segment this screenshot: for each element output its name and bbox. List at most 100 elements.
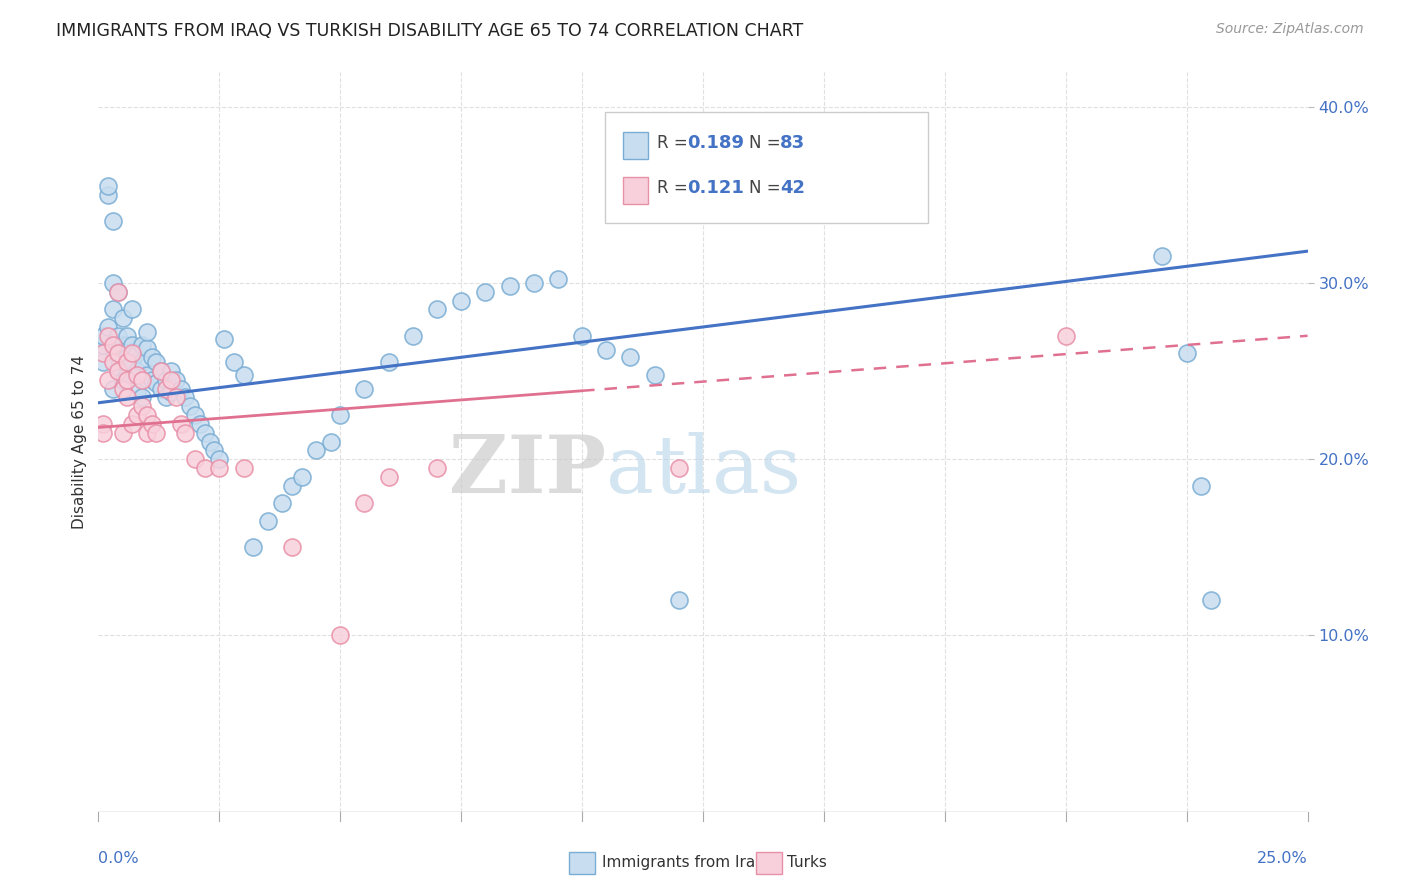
Point <box>232 368 254 382</box>
Point <box>150 382 173 396</box>
Point <box>281 478 304 492</box>
Point <box>174 425 197 440</box>
Y-axis label: Disability Age 65 to 74: Disability Age 65 to 74 <box>72 354 87 529</box>
Point <box>188 417 211 431</box>
Point <box>141 373 163 387</box>
Point <box>402 328 425 343</box>
Point <box>97 320 120 334</box>
Point <box>1175 346 1198 360</box>
Point <box>169 417 191 431</box>
Point <box>111 355 134 369</box>
Point <box>141 350 163 364</box>
Point <box>111 311 134 326</box>
Point <box>127 346 149 360</box>
Point <box>353 382 375 396</box>
Point <box>91 425 114 440</box>
Point <box>107 364 129 378</box>
Point <box>117 368 139 382</box>
Point <box>377 355 399 369</box>
Point <box>179 399 201 413</box>
Point <box>107 346 129 360</box>
Text: Turks: Turks <box>787 855 827 870</box>
Point <box>474 285 496 299</box>
Point <box>160 364 183 378</box>
Point <box>155 373 177 387</box>
Point <box>117 355 139 369</box>
Point <box>160 385 183 400</box>
Point <box>117 391 139 405</box>
Point <box>271 496 294 510</box>
Point <box>91 346 114 360</box>
Point <box>117 373 139 387</box>
Point <box>150 364 173 378</box>
Point <box>145 425 167 440</box>
Point <box>668 461 690 475</box>
Text: N =: N = <box>749 179 786 197</box>
Point <box>571 328 593 343</box>
Point <box>165 373 187 387</box>
Point <box>1199 593 1222 607</box>
Point <box>121 355 143 369</box>
Point <box>127 408 149 422</box>
Point <box>426 302 449 317</box>
Point <box>107 328 129 343</box>
Point <box>155 391 177 405</box>
Point <box>135 341 157 355</box>
Point <box>101 337 124 351</box>
Point <box>426 461 449 475</box>
Point <box>131 373 153 387</box>
Point <box>111 373 134 387</box>
Point <box>91 328 114 343</box>
Point <box>97 373 120 387</box>
Point <box>194 425 217 440</box>
Point <box>121 417 143 431</box>
Point <box>523 276 546 290</box>
Point <box>668 593 690 607</box>
Point <box>135 325 157 339</box>
Point <box>212 332 235 346</box>
Point <box>644 368 666 382</box>
Point <box>222 355 245 369</box>
Point <box>242 541 264 555</box>
Point <box>450 293 472 308</box>
Point <box>194 461 217 475</box>
Point <box>595 343 617 357</box>
Point <box>281 541 304 555</box>
Point <box>117 337 139 351</box>
Point <box>107 285 129 299</box>
Point <box>121 346 143 360</box>
Point <box>353 496 375 510</box>
Point <box>127 385 149 400</box>
Point <box>377 470 399 484</box>
Point <box>329 408 352 422</box>
Point <box>131 391 153 405</box>
Point <box>117 350 139 364</box>
Point <box>101 302 124 317</box>
Point <box>160 373 183 387</box>
Text: 0.189: 0.189 <box>688 134 745 152</box>
Point <box>204 443 226 458</box>
Point <box>117 328 139 343</box>
Text: 0.0%: 0.0% <box>98 850 139 865</box>
Point <box>145 376 167 391</box>
Point <box>145 355 167 369</box>
Point <box>101 276 124 290</box>
Point <box>107 285 129 299</box>
Point <box>498 279 520 293</box>
Point <box>127 364 149 378</box>
Point <box>91 337 114 351</box>
Point <box>619 350 641 364</box>
Point <box>97 178 120 193</box>
Point <box>127 368 149 382</box>
Point <box>232 461 254 475</box>
Point <box>101 382 124 396</box>
Point <box>111 337 134 351</box>
Point <box>111 382 134 396</box>
Text: ZIP: ZIP <box>450 432 606 510</box>
Point <box>131 399 153 413</box>
Point <box>165 391 187 405</box>
Text: 42: 42 <box>780 179 806 197</box>
Point <box>107 364 129 378</box>
Point <box>184 408 207 422</box>
Point <box>135 425 157 440</box>
